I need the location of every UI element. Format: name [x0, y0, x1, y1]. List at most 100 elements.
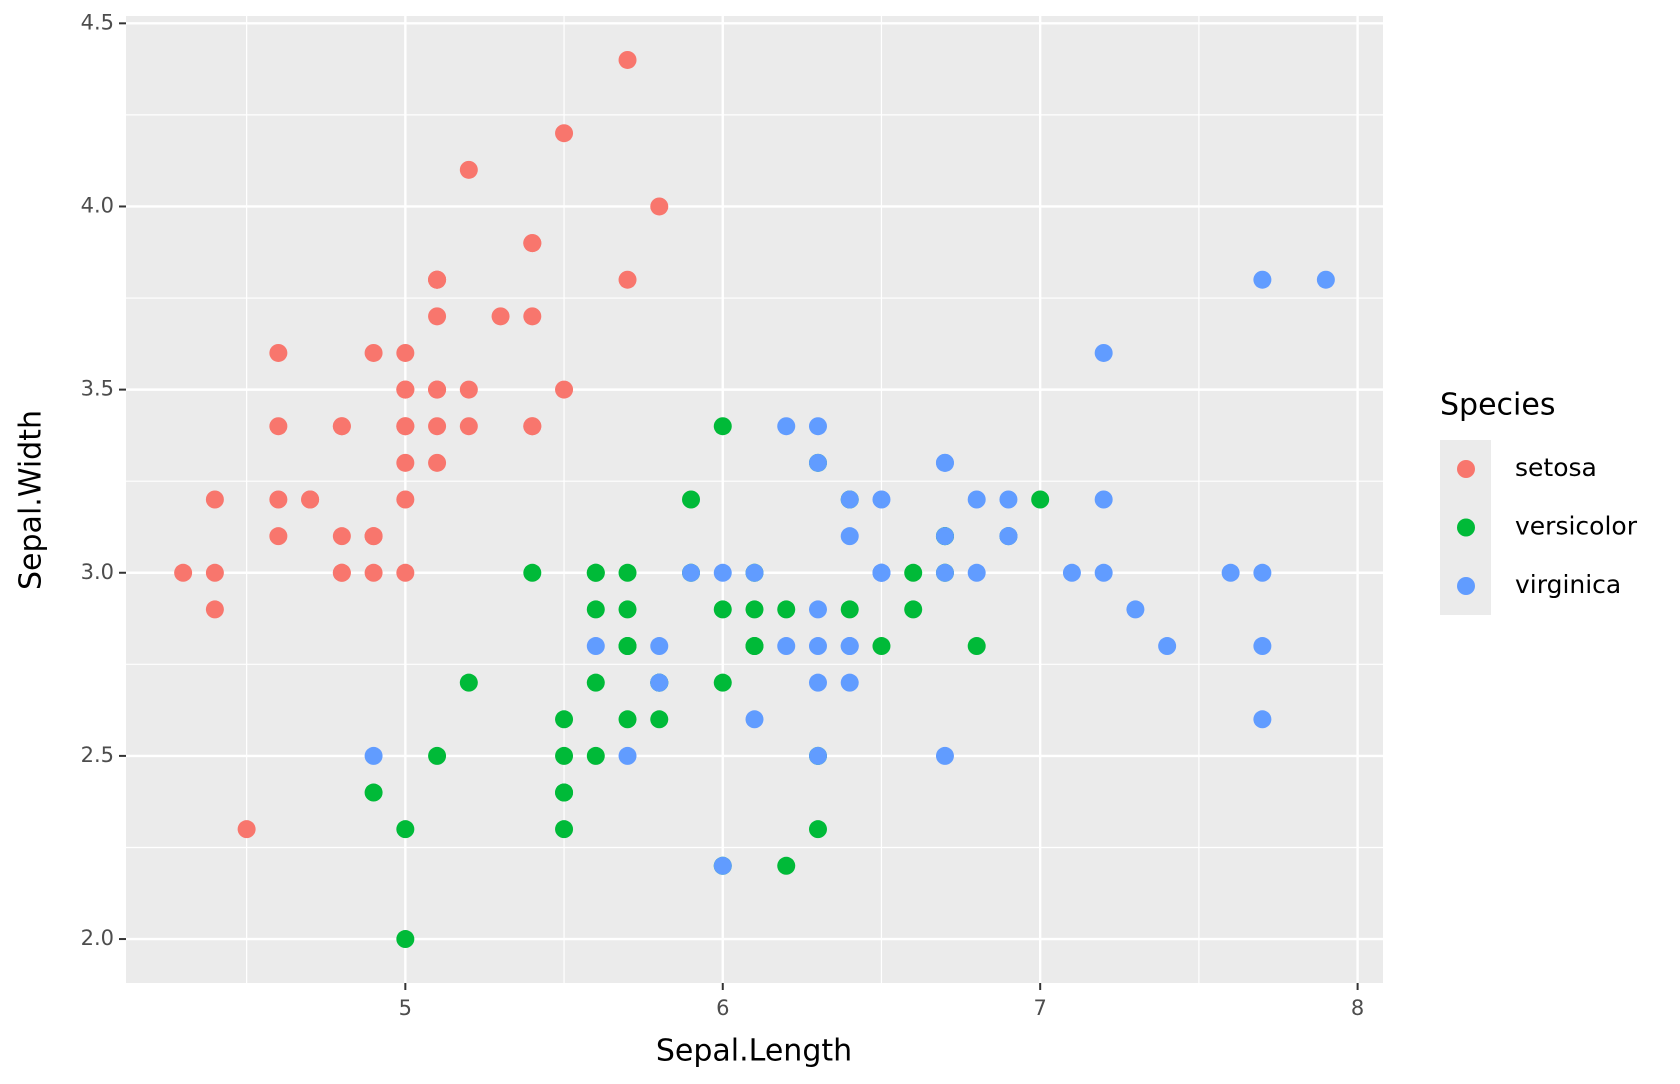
point [364, 783, 383, 802]
point [650, 673, 669, 692]
point [840, 490, 859, 509]
point [364, 343, 383, 362]
point [205, 600, 224, 619]
point [713, 417, 732, 436]
y-tick-label: 3.5 [81, 377, 114, 401]
point [777, 856, 796, 875]
point [935, 527, 954, 546]
legend: setosa versicolor virginica [1457, 453, 1638, 599]
point [745, 600, 764, 619]
point [269, 417, 288, 436]
point [332, 563, 351, 582]
point [840, 527, 859, 546]
point [364, 746, 383, 765]
point [713, 673, 732, 692]
point [840, 673, 859, 692]
x-tick-label: 6 [716, 996, 729, 1020]
legend-key [1457, 577, 1475, 595]
point [618, 50, 637, 69]
point [904, 600, 923, 619]
point [618, 600, 637, 619]
point [1062, 563, 1081, 582]
point [999, 527, 1018, 546]
point [586, 600, 605, 619]
point [1316, 270, 1335, 289]
point [364, 527, 383, 546]
point [1158, 637, 1177, 656]
point [459, 673, 478, 692]
y-tick-label: 3.0 [81, 560, 114, 584]
point [523, 234, 542, 253]
point [523, 563, 542, 582]
x-tick-label: 8 [1351, 996, 1364, 1020]
point [999, 490, 1018, 509]
point [1221, 563, 1240, 582]
x-tick-label: 5 [399, 996, 412, 1020]
legend-label: virginica [1515, 570, 1621, 599]
point [808, 673, 827, 692]
point [872, 637, 891, 656]
point [840, 600, 859, 619]
point [205, 490, 224, 509]
point [1094, 490, 1113, 509]
point [396, 343, 415, 362]
point [745, 637, 764, 656]
point [364, 563, 383, 582]
point [967, 490, 986, 509]
point [428, 307, 447, 326]
y-tick-label: 4.5 [81, 10, 114, 34]
point [269, 343, 288, 362]
point [428, 270, 447, 289]
point [428, 380, 447, 399]
point [935, 563, 954, 582]
point [713, 600, 732, 619]
point [808, 637, 827, 656]
y-tick-label: 2.5 [81, 743, 114, 767]
point [618, 637, 637, 656]
point [777, 417, 796, 436]
point [808, 453, 827, 472]
point [808, 600, 827, 619]
point [396, 490, 415, 509]
legend-key [1457, 460, 1475, 478]
point [967, 563, 986, 582]
point [682, 563, 701, 582]
point [618, 563, 637, 582]
point [650, 710, 669, 729]
point [332, 417, 351, 436]
point [301, 490, 320, 509]
point [1253, 637, 1272, 656]
legend-label: versicolor [1515, 512, 1638, 541]
point [808, 417, 827, 436]
point [555, 820, 574, 839]
point [1094, 563, 1113, 582]
point [586, 673, 605, 692]
point [174, 563, 193, 582]
point [618, 710, 637, 729]
point [618, 270, 637, 289]
panel [126, 16, 1383, 983]
point [459, 417, 478, 436]
y-tick-label: 4.0 [81, 193, 114, 217]
point [555, 124, 574, 143]
point [650, 637, 669, 656]
y-axis-title: Sepal.Width [14, 410, 49, 590]
point [777, 600, 796, 619]
point [745, 563, 764, 582]
point [491, 307, 510, 326]
point [872, 563, 891, 582]
point [713, 563, 732, 582]
y-tick-label: 2.0 [81, 926, 114, 950]
point [523, 307, 542, 326]
point [1094, 343, 1113, 362]
point [332, 527, 351, 546]
point [745, 710, 764, 729]
point [808, 820, 827, 839]
point [808, 746, 827, 765]
point [777, 637, 796, 656]
legend-key [1457, 518, 1475, 537]
point [713, 856, 732, 875]
point [269, 527, 288, 546]
point [967, 637, 986, 656]
